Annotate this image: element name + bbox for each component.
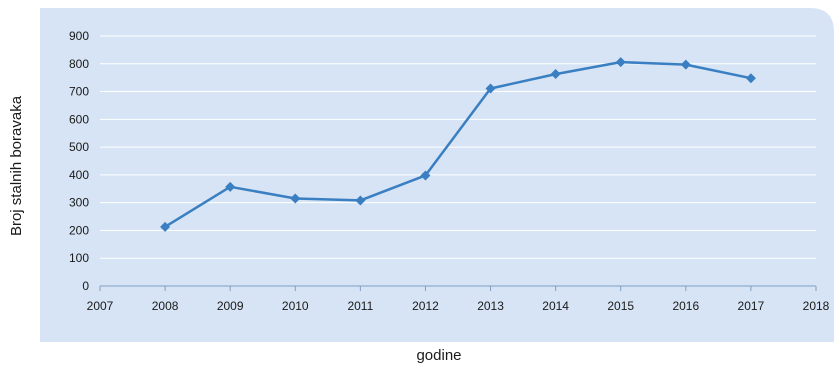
series-line [164, 60, 752, 228]
y-tick-label: 400 [69, 168, 89, 182]
data-point-marker [485, 83, 496, 94]
x-tick-label: 2007 [87, 299, 114, 313]
data-point-marker [160, 221, 171, 232]
y-tick-label: 0 [82, 279, 89, 293]
x-tick-label: 2015 [607, 299, 634, 313]
data-points [160, 57, 756, 232]
data-point-marker [615, 57, 626, 68]
grid-lines [100, 35, 816, 259]
y-tick-label: 300 [69, 196, 89, 210]
x-tick-label: 2010 [282, 299, 309, 313]
y-axis-title: Broj stalnih boravaka [8, 95, 25, 236]
x-tick-label: 2017 [738, 299, 765, 313]
y-tick-label: 500 [69, 140, 89, 154]
x-tick-label: 2014 [542, 299, 569, 313]
data-point-marker [225, 181, 236, 192]
x-tick-label: 2018 [803, 299, 830, 313]
x-axis-title: godine [416, 347, 461, 364]
x-tick-label: 2009 [217, 299, 244, 313]
x-tick-label: 2008 [152, 299, 179, 313]
x-tick-label: 2012 [412, 299, 439, 313]
x-tick-labels: 2007 2008 2009 2010 2011 2012 2013 2014 2015 2016… [87, 286, 830, 313]
data-point-marker [550, 69, 561, 80]
data-point-marker [290, 193, 301, 204]
data-point-marker [680, 59, 691, 70]
y-tick-label: 700 [69, 85, 89, 99]
y-tick-label: 800 [69, 57, 89, 71]
y-tick-label: 600 [69, 112, 89, 126]
data-point-marker [745, 73, 756, 84]
data-point-marker [420, 170, 431, 181]
x-tick-label: 2011 [347, 299, 373, 313]
y-tick-label: 900 [69, 29, 89, 43]
y-tick-label: 200 [69, 223, 89, 237]
x-tick-label: 2013 [477, 299, 504, 313]
x-tick-label: 2016 [672, 299, 699, 313]
y-tick-label: 100 [69, 251, 89, 265]
y-tick-labels: 0 100 200 300 400 500 600 700 800 900 [69, 29, 89, 293]
data-point-marker [355, 195, 366, 206]
